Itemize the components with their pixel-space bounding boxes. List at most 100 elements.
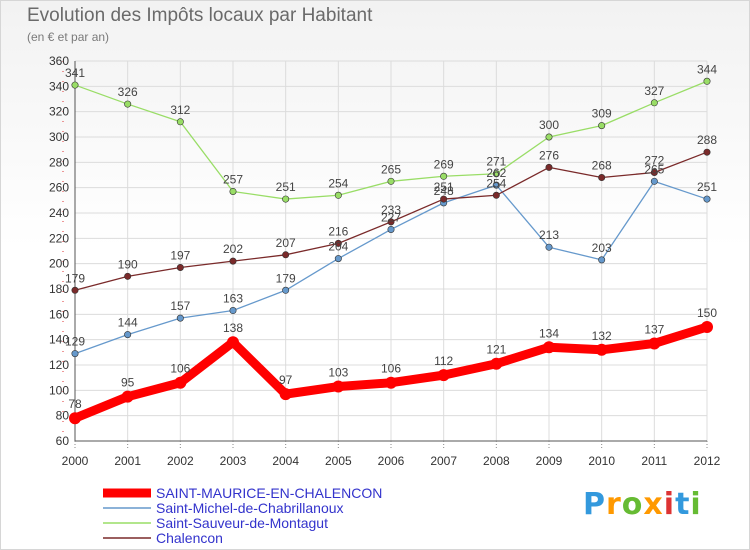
data-point — [440, 172, 448, 180]
data-label: 137 — [644, 322, 664, 336]
data-point — [282, 195, 290, 203]
data-label: 341 — [65, 66, 85, 80]
x-tick-label: 2011 — [641, 454, 667, 468]
logo-letter: r — [606, 487, 622, 522]
y-tick-label: 200 — [49, 257, 69, 271]
data-label: 276 — [539, 148, 559, 162]
y-tick-label: 120 — [49, 358, 69, 372]
x-tick-label: 2001 — [114, 454, 141, 468]
y-tick-label: 80 — [56, 409, 70, 423]
data-label: 129 — [65, 335, 85, 349]
data-point — [650, 168, 658, 176]
data-label: 112 — [434, 354, 453, 368]
data-label: 207 — [276, 236, 296, 250]
data-point — [176, 118, 184, 126]
y-tick-label: 220 — [49, 231, 69, 245]
data-point — [174, 376, 187, 389]
data-point — [334, 255, 342, 263]
data-point — [545, 243, 553, 251]
data-label: 327 — [644, 84, 664, 98]
grid-lines — [74, 60, 708, 442]
data-label: 144 — [118, 316, 138, 330]
data-label: 300 — [539, 118, 559, 132]
data-label: 202 — [223, 242, 243, 256]
data-label: 216 — [328, 224, 348, 238]
y-tick-label: 180 — [49, 282, 69, 296]
data-point — [334, 239, 342, 247]
x-tick-label: 2008 — [483, 454, 510, 468]
data-point — [701, 321, 713, 333]
y-tick-label: 160 — [49, 307, 69, 321]
data-point — [650, 99, 658, 107]
data-label: 254 — [486, 176, 506, 190]
data-label: 157 — [170, 299, 190, 313]
data-label: 95 — [121, 376, 135, 390]
logo-letter: x — [643, 487, 664, 522]
data-point — [703, 195, 711, 203]
y-tick-label: 240 — [49, 206, 69, 220]
data-label: 269 — [434, 157, 454, 171]
y-tick-label: 360 — [49, 54, 69, 68]
x-axis-ticks: 2000 2001 2002 2003 2004 2005 2006 2007 2008 2009… — [62, 454, 721, 468]
y-tick-label: 140 — [49, 333, 69, 347]
logo-letter: i — [690, 487, 702, 522]
data-label: 132 — [592, 329, 612, 343]
data-point — [492, 181, 500, 189]
data-point — [227, 336, 239, 349]
data-point — [71, 81, 79, 89]
data-label: 272 — [644, 153, 664, 167]
x-tick-label: 2010 — [588, 454, 615, 468]
x-tick-label: 2000 — [62, 454, 89, 468]
y-axis-ticks: 60 80 100 120 140 160 180 200 220 240 260 280 300 320… — [49, 54, 69, 448]
data-label: 262 — [486, 166, 506, 180]
data-point — [229, 307, 237, 315]
data-label: 233 — [381, 203, 401, 217]
data-label: 97 — [279, 373, 293, 387]
logo-letter: i — [663, 487, 676, 522]
series-lines — [69, 77, 713, 425]
data-point — [229, 187, 237, 195]
data-point — [279, 388, 292, 401]
logo-letter: P — [583, 487, 606, 522]
x-tick-label: 2003 — [220, 454, 247, 468]
data-label: 265 — [381, 162, 401, 176]
legend-label: Saint-Michel-de-Chabrillanoux — [156, 500, 344, 516]
data-label: 106 — [381, 362, 401, 376]
x-tick-label: 2007 — [430, 454, 457, 468]
chart-title: Evolution des Impôts locaux par Habitant — [27, 5, 373, 26]
chart-subtitle: (en € et par an) — [27, 30, 110, 44]
data-label: 190 — [118, 257, 138, 271]
data-point — [121, 390, 134, 403]
y-tick-label: 340 — [49, 79, 69, 93]
data-point — [332, 380, 345, 393]
x-tick-label: 2012 — [694, 454, 721, 468]
data-point — [387, 177, 395, 185]
data-point — [69, 412, 81, 425]
x-tick-label: 2004 — [272, 454, 299, 468]
legend-label: Saint-Sauveur-de-Montagut — [156, 515, 328, 531]
data-point — [282, 286, 290, 294]
legend-label: SAINT-MAURICE-EN-CHALENCON — [156, 485, 382, 501]
data-label: 251 — [697, 180, 717, 194]
y-tick-label: 300 — [49, 130, 69, 144]
data-point — [492, 191, 500, 199]
data-point — [598, 174, 606, 182]
data-point — [124, 331, 132, 339]
data-labels: 129 144 157 163 179 204 227 248 262 213 203 265 251 3… — [65, 62, 717, 411]
y-tick-label: 100 — [49, 383, 69, 397]
data-point — [595, 343, 608, 356]
y-tick-label: 280 — [49, 155, 69, 169]
proxiti-logo: Proxiti — [583, 487, 702, 522]
data-label: 326 — [118, 85, 138, 99]
data-label: 203 — [592, 241, 612, 255]
data-point — [703, 77, 711, 85]
y-tick-label: 60 — [56, 434, 70, 448]
data-point — [229, 257, 237, 265]
data-point — [492, 170, 500, 178]
data-label: 251 — [276, 180, 296, 194]
data-label: 197 — [170, 248, 190, 262]
data-label: 271 — [486, 155, 506, 169]
logo-letter: o — [621, 487, 644, 522]
